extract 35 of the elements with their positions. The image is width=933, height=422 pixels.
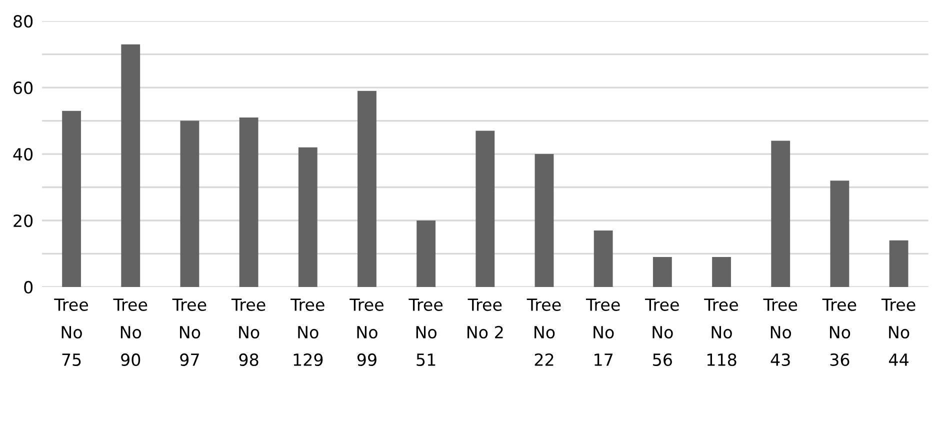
bar bbox=[594, 230, 613, 287]
y-tick-label: 0 bbox=[24, 280, 33, 294]
x-tick-label: Tree No 2 bbox=[468, 298, 503, 338]
bar bbox=[830, 180, 850, 287]
x-tick-label: Tree No 44 bbox=[881, 298, 916, 366]
bar bbox=[534, 154, 554, 287]
x-tick-label: Tree No 36 bbox=[822, 298, 856, 366]
bar bbox=[771, 140, 790, 287]
x-tick-label: Tree No 98 bbox=[231, 298, 266, 366]
bar bbox=[298, 147, 318, 287]
bar bbox=[652, 257, 672, 287]
x-tick-label: Tree No 17 bbox=[586, 298, 620, 366]
bar bbox=[180, 120, 200, 287]
bar bbox=[416, 220, 436, 287]
y-tick-label: 20 bbox=[14, 214, 33, 228]
bar bbox=[358, 90, 376, 287]
x-tick-label: Tree No 43 bbox=[763, 298, 798, 366]
x-tick-label: Tree No 51 bbox=[408, 298, 443, 366]
y-tick-label: 40 bbox=[13, 148, 33, 161]
y-tick-label: 80 bbox=[14, 15, 33, 28]
x-tick-label: Tree No 129 bbox=[290, 298, 324, 366]
x-tick-label: Tree No 22 bbox=[526, 298, 561, 366]
x-tick-label: Tree No 118 bbox=[704, 298, 738, 366]
x-tick-label: Tree No 75 bbox=[54, 298, 88, 366]
x-tick-label: Tree No 56 bbox=[645, 298, 679, 366]
x-tick-label: Tree No 99 bbox=[350, 298, 384, 366]
bar bbox=[62, 110, 81, 287]
x-tick-label: Tree No 90 bbox=[113, 298, 148, 366]
bar bbox=[239, 117, 258, 287]
bar bbox=[889, 240, 908, 287]
x-tick-label: Tree No 97 bbox=[172, 298, 206, 366]
bar bbox=[121, 44, 140, 287]
y-tick-label: 60 bbox=[14, 82, 33, 94]
bar bbox=[476, 130, 495, 287]
bar bbox=[712, 257, 731, 287]
